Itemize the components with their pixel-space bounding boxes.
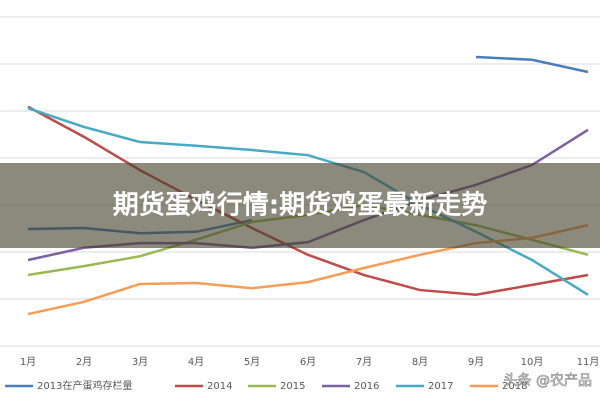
- x-tick-label: 11月: [577, 356, 600, 368]
- legend-label: 2013在产蛋鸡存栏量: [37, 379, 132, 392]
- x-tick-label: 6月: [300, 356, 316, 368]
- legend-label: 2017: [428, 381, 453, 392]
- banner: [0, 163, 600, 248]
- watermark: 头条 @农产品: [504, 372, 592, 389]
- banner-title: 期货蛋鸡行情:期货鸡蛋最新走势: [113, 190, 487, 221]
- x-tick-label: 3月: [132, 356, 148, 368]
- x-tick-label: 1月: [20, 356, 36, 368]
- x-tick-label: 2月: [76, 356, 92, 368]
- legend-label: 2015: [280, 381, 305, 392]
- x-tick-label: 4月: [188, 356, 204, 368]
- x-tick-label: 5月: [244, 356, 260, 368]
- legend-label: 2016: [354, 381, 379, 392]
- legend-label: 2014: [207, 381, 232, 392]
- x-tick-label: 10月: [521, 356, 544, 368]
- x-tick-label: 8月: [412, 356, 428, 368]
- series-line: [27, 105, 589, 297]
- series-line: [475, 55, 589, 74]
- x-tick-label: 7月: [356, 356, 372, 368]
- legend-label: 2018: [502, 381, 527, 392]
- x-tick-label: 9月: [468, 356, 484, 368]
